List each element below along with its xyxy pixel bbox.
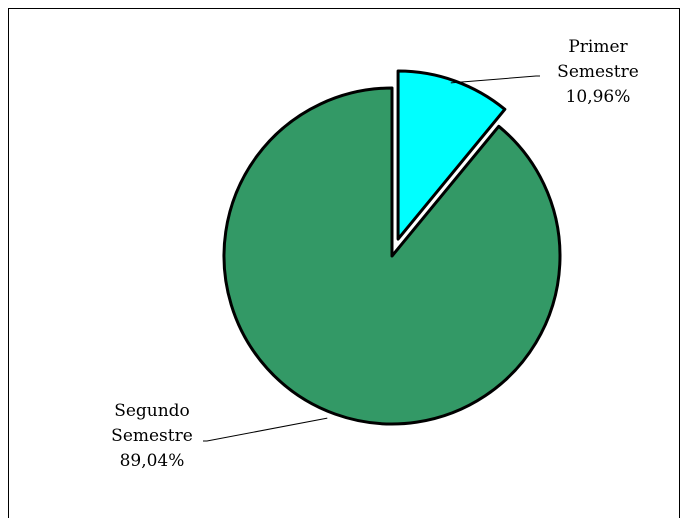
data-label-line: Semestre xyxy=(111,426,193,446)
data-label-line: 89,04% xyxy=(120,451,185,471)
data-label-segundo-semestre: Segundo Semestre 89,04% xyxy=(111,401,193,471)
data-label-line: Segundo xyxy=(114,401,190,421)
pie-slice-segundo-semestre xyxy=(222,86,562,426)
data-label-line: 10,96% xyxy=(566,87,631,107)
chart-area xyxy=(8,8,680,518)
leader-line-primer-semestre xyxy=(450,75,540,84)
data-label-line: Primer xyxy=(568,37,628,57)
data-label-line: Semestre xyxy=(557,62,639,82)
pie-slice-primer-semestre xyxy=(396,69,507,241)
data-label-primer-semestre: Primer Semestre 10,96% xyxy=(557,37,639,107)
leader-line-segundo-semestre xyxy=(203,417,328,442)
